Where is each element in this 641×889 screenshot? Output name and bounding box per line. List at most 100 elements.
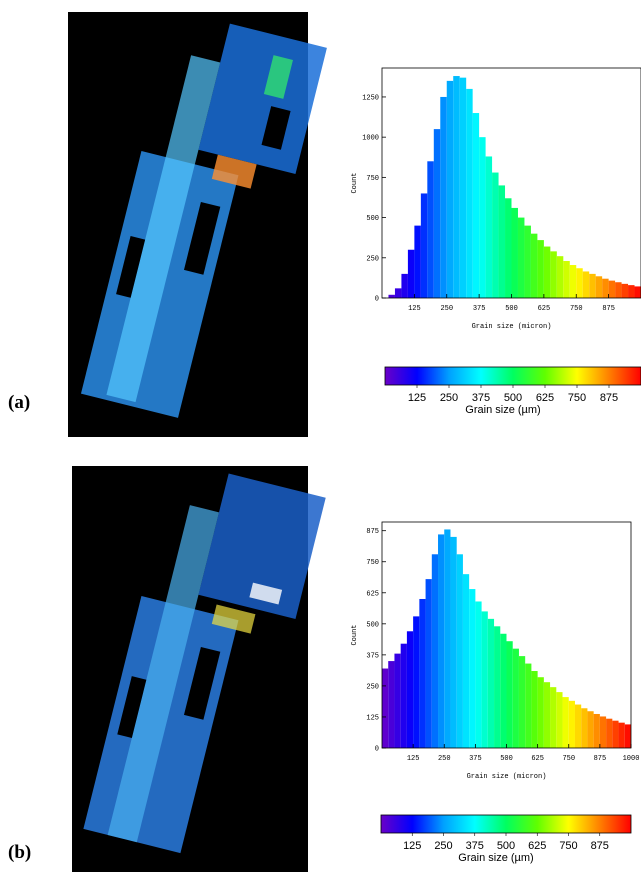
y-tick-label: 750	[366, 559, 379, 567]
histogram-bar	[537, 677, 544, 748]
histogram-bar	[587, 711, 594, 748]
histogram-bar	[472, 113, 480, 298]
histogram-bar	[562, 697, 569, 748]
colorbar-label: Grain size (µm)	[465, 404, 540, 416]
map-b	[72, 466, 326, 872]
histogram-bar	[407, 249, 415, 298]
x-tick-label: 625	[538, 305, 551, 313]
x-tick-label: 625	[531, 755, 544, 763]
histogram-bar	[425, 579, 432, 748]
histogram-bar	[550, 251, 557, 298]
colorbar-label: Grain size (µm)	[458, 852, 533, 864]
histogram-bar	[634, 286, 641, 298]
histogram-bar	[608, 280, 616, 298]
histogram-bar	[440, 96, 447, 298]
y-tick-label: 0	[375, 296, 379, 304]
histogram-bar	[438, 534, 445, 748]
histogram-bar	[498, 185, 506, 298]
y-tick-label: 750	[366, 175, 379, 183]
histogram-bar	[624, 724, 631, 748]
histogram-bar	[479, 137, 486, 298]
histogram-bar	[459, 77, 467, 298]
histogram-bar	[543, 246, 551, 298]
colorbar-tick-label: 125	[408, 392, 426, 404]
y-tick-label: 875	[366, 528, 379, 536]
panel-label: (a)	[8, 392, 30, 413]
histogram-bar	[550, 687, 557, 748]
histogram-bar	[466, 88, 473, 298]
histogram-bar	[427, 161, 434, 298]
x-tick-label: 125	[407, 755, 420, 763]
panel-label: (b)	[8, 842, 31, 863]
y-axis-label: Count	[351, 624, 359, 645]
colorbar	[380, 814, 632, 834]
histogram-bar	[582, 271, 590, 298]
histogram-bar	[537, 240, 544, 298]
y-tick-label: 125	[366, 714, 379, 722]
histogram-bar	[602, 278, 609, 298]
histogram-bar	[556, 692, 563, 748]
y-tick-label: 500	[366, 621, 379, 629]
histogram-bar	[576, 268, 583, 298]
histogram-bar	[413, 616, 420, 748]
histogram-bar	[530, 233, 538, 298]
histogram-bar	[431, 554, 439, 748]
colorbar-tick-label: 500	[504, 392, 522, 404]
histogram-bar	[446, 80, 454, 299]
histogram-bar	[525, 663, 532, 748]
histogram-bar	[621, 283, 629, 298]
x-tick-label: 1000	[623, 755, 640, 763]
histogram-bar	[444, 529, 451, 748]
histogram-bar	[394, 288, 402, 298]
map-a	[68, 12, 327, 437]
histogram-bar	[517, 217, 525, 298]
histogram-bar	[450, 536, 457, 748]
x-tick-label: 375	[473, 305, 486, 313]
histogram-bar	[628, 285, 635, 298]
histogram-bar	[531, 671, 538, 748]
histogram-bar	[593, 713, 600, 748]
histogram-bar	[512, 648, 519, 748]
y-tick-label: 0	[375, 746, 379, 754]
histogram-bar	[581, 708, 588, 748]
histogram-bar	[400, 643, 407, 748]
histogram-bar	[543, 682, 551, 748]
histogram-bar	[481, 611, 488, 748]
histogram-bar	[388, 661, 395, 748]
x-tick-label: 250	[438, 755, 451, 763]
colorbar-tick-label: 625	[528, 840, 546, 852]
colorbar-tick-label: 750	[559, 840, 577, 852]
colorbar-tick-label: 625	[536, 392, 554, 404]
histogram-bar	[568, 700, 575, 748]
histogram-bar	[492, 172, 499, 298]
colorbar-tick-label: 875	[600, 392, 618, 404]
x-tick-label: 875	[602, 305, 615, 313]
colorbar-tick-label: 750	[568, 392, 586, 404]
y-tick-label: 250	[366, 683, 379, 691]
x-tick-label: 375	[469, 755, 482, 763]
histogram-bar	[574, 704, 582, 748]
histogram-bar	[500, 633, 507, 748]
y-tick-label: 500	[366, 215, 379, 223]
histogram-bar	[406, 631, 414, 748]
histogram-bar	[524, 225, 531, 298]
x-tick-label: 875	[594, 755, 607, 763]
y-tick-label: 1000	[362, 135, 379, 143]
x-tick-label: 750	[570, 305, 583, 313]
histogram-bar	[518, 656, 526, 748]
histogram-bar	[469, 589, 476, 748]
colorbar-tick-label: 875	[591, 840, 609, 852]
histogram-bar	[505, 198, 512, 298]
histogram-bar	[595, 276, 603, 298]
x-axis-label: Grain size (micron)	[472, 323, 552, 331]
x-tick-label: 500	[505, 305, 518, 313]
histogram-bar	[506, 641, 513, 748]
x-tick-label: 125	[408, 305, 421, 313]
histogram-bar	[615, 282, 622, 298]
y-axis-label: Count	[351, 172, 359, 193]
y-tick-label: 375	[366, 652, 379, 660]
histogram-bar	[475, 601, 482, 748]
colorbar-tick-label: 250	[434, 840, 452, 852]
colorbar-tick-label: 500	[497, 840, 515, 852]
